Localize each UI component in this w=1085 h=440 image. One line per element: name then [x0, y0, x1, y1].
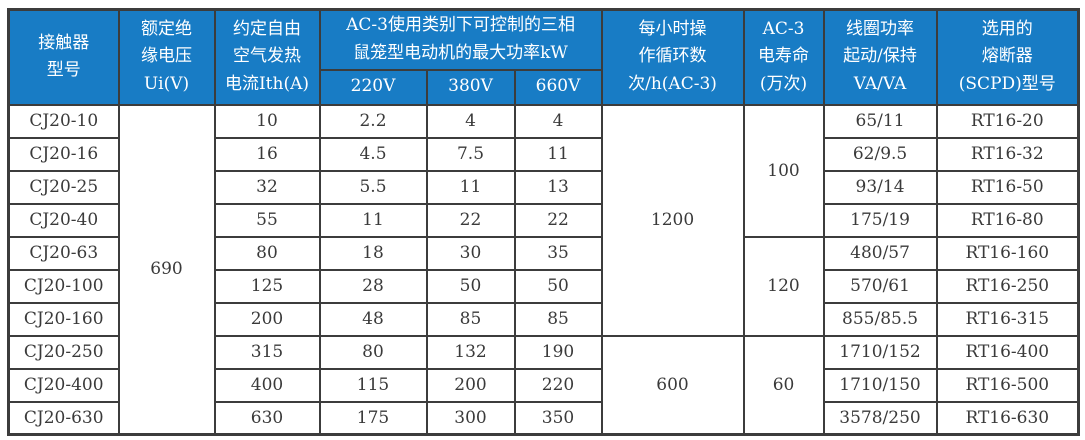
cell-model: CJ20-16 [7, 136, 120, 172]
header-rated-insulation-voltage: 额定绝 缘电压 Ui(V) [117, 8, 216, 106]
cell-p660: 35 [513, 235, 603, 271]
cell-ith: 125 [213, 268, 321, 304]
cell-fuse: RT16-315 [935, 301, 1080, 337]
cell-fuse: RT16-250 [935, 268, 1080, 304]
cell-life-group-3: 60 [742, 334, 825, 436]
cell-cycles-group-2: 600 [600, 334, 745, 436]
cell-model: CJ20-250 [7, 334, 120, 370]
cell-model: CJ20-10 [7, 103, 120, 139]
cell-p220: 28 [318, 268, 428, 304]
cell-ith: 16 [213, 136, 321, 172]
cell-fuse: RT16-80 [935, 202, 1080, 238]
cell-p380: 22 [425, 202, 516, 238]
table-row: CJ20-40 55 11 22 22 175/19 RT16-80 [7, 202, 1080, 238]
cell-p380: 300 [425, 400, 516, 436]
cell-fuse: RT16-20 [935, 103, 1080, 139]
table-row: CJ20-100 125 28 50 50 570/61 RT16-250 [7, 268, 1080, 304]
cell-p660: 4 [513, 103, 603, 139]
cell-model: CJ20-400 [7, 367, 120, 403]
cell-model: CJ20-160 [7, 301, 120, 337]
cell-p660: 190 [513, 334, 603, 370]
table-row: CJ20-250 315 80 132 190 600 60 1710/152 … [7, 334, 1080, 436]
cell-fuse: RT16-50 [935, 169, 1080, 205]
cell-coil: 1710/150 [822, 367, 938, 403]
cell-p660: 350 [513, 400, 603, 436]
cell-coil: 480/57 [822, 235, 938, 271]
cell-fuse: RT16-32 [935, 136, 1080, 172]
header-voltage-380: 380V [425, 68, 516, 106]
cell-coil: 570/61 [822, 268, 938, 304]
cell-ith: 315 [213, 334, 321, 370]
cell-p380: 7.5 [425, 136, 516, 172]
cell-coil: 3578/250 [822, 400, 938, 436]
cell-p220: 115 [318, 367, 428, 403]
table-row: CJ20-16 16 4.5 7.5 11 62/9.5 RT16-32 [7, 136, 1080, 172]
cell-rated-insulation-voltage: 690 [117, 103, 216, 436]
header-voltage-220: 220V [318, 68, 428, 106]
table-row: CJ20-63 80 18 30 35 120 480/57 RT16-160 [7, 235, 1080, 337]
header-cycles-per-hour: 每小时操 作循环数 次/h(AC-3) [600, 8, 745, 106]
cell-model: CJ20-630 [7, 400, 120, 436]
cell-ith: 55 [213, 202, 321, 238]
cell-p380: 132 [425, 334, 516, 370]
cell-ith: 630 [213, 400, 321, 436]
cell-p220: 18 [318, 235, 428, 271]
table-row: CJ20-160 200 48 85 85 855/85.5 RT16-315 [7, 301, 1080, 337]
cell-life-group-1: 100 [742, 103, 825, 238]
cell-model: CJ20-100 [7, 268, 120, 304]
cell-p660: 11 [513, 136, 603, 172]
cell-p660: 85 [513, 301, 603, 337]
cell-p220: 48 [318, 301, 428, 337]
header-ac3-max-power: AC-3使用类别下可控制的三相 鼠笼型电动机的最大功率kW [318, 8, 603, 71]
table-row: CJ20-400 400 115 200 220 1710/150 RT16-5… [7, 367, 1080, 403]
cell-p660: 13 [513, 169, 603, 205]
cell-p220: 11 [318, 202, 428, 238]
cell-model: CJ20-40 [7, 202, 120, 238]
cell-p220: 5.5 [318, 169, 428, 205]
header-fuse-type: 选用的 熔断器 (SCPD)型号 [935, 8, 1080, 106]
cell-fuse: RT16-400 [935, 334, 1080, 370]
cell-p380: 50 [425, 268, 516, 304]
cell-coil: 1710/152 [822, 334, 938, 370]
header-voltage-660: 660V [513, 68, 603, 106]
header-free-air-thermal-current: 约定自由 空气发热 电流Ith(A) [213, 8, 321, 106]
header-ac3-electrical-life: AC-3 电寿命 (万次) [742, 8, 825, 106]
cell-coil: 855/85.5 [822, 301, 938, 337]
cell-fuse: RT16-160 [935, 235, 1080, 271]
cell-p380: 30 [425, 235, 516, 271]
cell-coil: 62/9.5 [822, 136, 938, 172]
cell-cycles-group-1: 1200 [600, 103, 745, 337]
cell-coil: 93/14 [822, 169, 938, 205]
cell-p660: 22 [513, 202, 603, 238]
contactor-spec-table: 接触器 型号 额定绝 缘电压 Ui(V) 约定自由 空气发热 电流Ith(A) … [7, 8, 1081, 436]
cell-ith: 200 [213, 301, 321, 337]
cell-p380: 85 [425, 301, 516, 337]
cell-p220: 2.2 [318, 103, 428, 139]
table-row: CJ20-10 690 10 2.2 4 4 1200 100 65/11 RT… [7, 103, 1080, 436]
cell-p660: 220 [513, 367, 603, 403]
cell-model: CJ20-25 [7, 169, 120, 205]
cell-p220: 4.5 [318, 136, 428, 172]
cell-coil: 65/11 [822, 103, 938, 139]
cell-life-group-2: 120 [742, 235, 825, 337]
cell-coil: 175/19 [822, 202, 938, 238]
cell-p220: 80 [318, 334, 428, 370]
cell-p380: 200 [425, 367, 516, 403]
cell-fuse: RT16-500 [935, 367, 1080, 403]
header-coil-power: 线圈功率 起动/保持 VA/VA [822, 8, 938, 106]
cell-fuse: RT16-630 [935, 400, 1080, 436]
cell-ith: 32 [213, 169, 321, 205]
cell-model: CJ20-63 [7, 235, 120, 271]
cell-ith: 400 [213, 367, 321, 403]
header-contactor-model: 接触器 型号 [7, 8, 120, 106]
cell-p380: 4 [425, 103, 516, 139]
table-row: CJ20-25 32 5.5 11 13 93/14 RT16-50 [7, 169, 1080, 205]
cell-ith: 80 [213, 235, 321, 271]
table-row: CJ20-630 630 175 300 350 3578/250 RT16-6… [7, 400, 1080, 436]
cell-ith: 10 [213, 103, 321, 139]
cell-p380: 11 [425, 169, 516, 205]
cell-p220: 175 [318, 400, 428, 436]
cell-p660: 50 [513, 268, 603, 304]
